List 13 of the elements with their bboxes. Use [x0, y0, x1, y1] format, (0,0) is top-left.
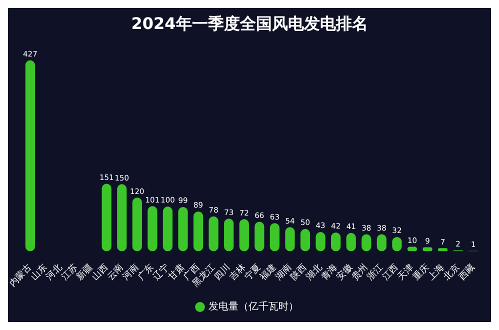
bar — [162, 206, 173, 252]
bar — [148, 206, 158, 252]
bar — [208, 216, 218, 252]
bar — [117, 184, 127, 252]
bar — [224, 218, 234, 252]
bar — [132, 198, 142, 252]
legend-label: 发电量（亿千瓦时） — [208, 300, 298, 313]
chart-title: 2024年一季度全国风电发电排名 — [130, 13, 369, 35]
bar — [102, 184, 112, 252]
bar — [239, 219, 249, 252]
bar — [25, 60, 36, 252]
bar — [178, 206, 188, 252]
bar — [193, 211, 204, 252]
